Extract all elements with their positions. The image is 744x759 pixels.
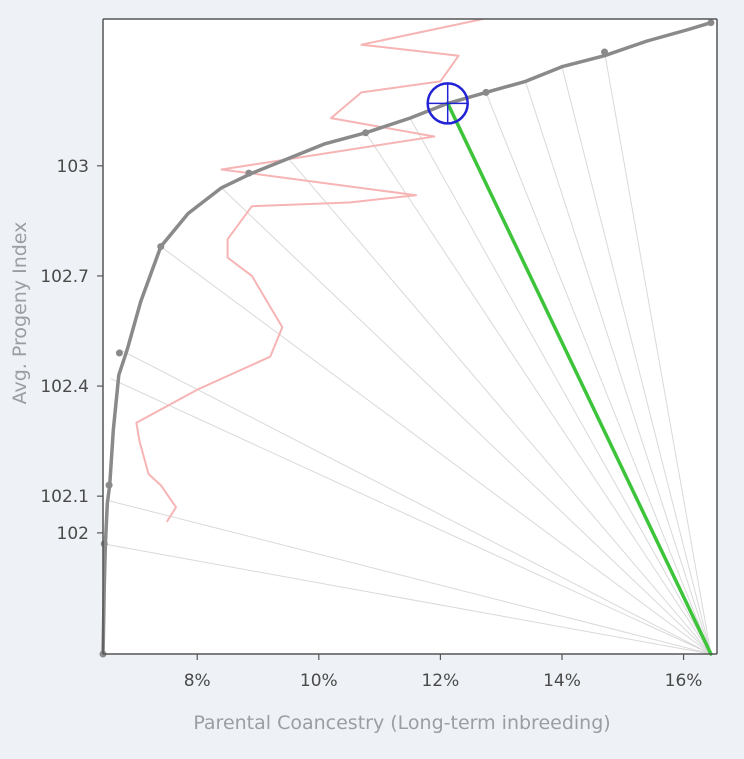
frontier-series — [101, 20, 713, 656]
x-tick-label: 8% — [184, 671, 211, 691]
fan-line — [119, 348, 712, 655]
x-tick-label: 14% — [543, 671, 581, 691]
fan-line — [485, 92, 712, 655]
fan-line — [103, 543, 712, 655]
fan-line — [525, 81, 712, 655]
fan-line — [561, 66, 712, 655]
fan-line — [105, 499, 712, 655]
selected-line — [445, 101, 713, 656]
frontier-point — [157, 243, 165, 251]
frontier-point — [482, 88, 490, 96]
x-axis-title: Parental Coancestry (Long-term inbreedin… — [193, 712, 610, 734]
y-tick-label: 103 — [57, 157, 89, 177]
frontier-point — [707, 19, 715, 27]
plot-area — [103, 19, 717, 654]
frontier-point — [245, 169, 253, 177]
frontier-point — [100, 540, 108, 548]
fan-line — [110, 378, 712, 655]
y-tick-label: 102 — [57, 524, 89, 544]
axes: 8% 10% 12% 14% 16% 102 102.1 102.4 102.7 103 — [40, 18, 718, 691]
frontier-point — [601, 48, 609, 56]
fan-line — [604, 51, 712, 655]
selected-segment — [445, 101, 713, 656]
x-tick-label: 12% — [421, 671, 459, 691]
x-tick-label: 16% — [665, 671, 703, 691]
x-tick-label: 10% — [300, 671, 338, 691]
fan-line — [365, 132, 712, 655]
fan-line — [288, 158, 712, 655]
y-tick-label: 102.7 — [40, 267, 89, 287]
frontier-point — [115, 349, 123, 357]
fan-line — [160, 246, 712, 655]
frontier-point — [362, 129, 370, 137]
fan-line — [409, 117, 712, 655]
y-tick-label: 102.4 — [40, 377, 89, 397]
frontier-curve — [99, 19, 715, 658]
trajectory-series — [135, 19, 484, 523]
selected-point-marker[interactable] — [426, 82, 469, 125]
y-axis-title: Avg. Progeny Index — [9, 222, 31, 405]
fan-lines — [103, 51, 712, 655]
y-tick-label: 102.1 — [40, 487, 89, 507]
trajectory-line — [135, 19, 484, 523]
frontier-point — [105, 481, 113, 489]
fan-line — [221, 187, 712, 655]
